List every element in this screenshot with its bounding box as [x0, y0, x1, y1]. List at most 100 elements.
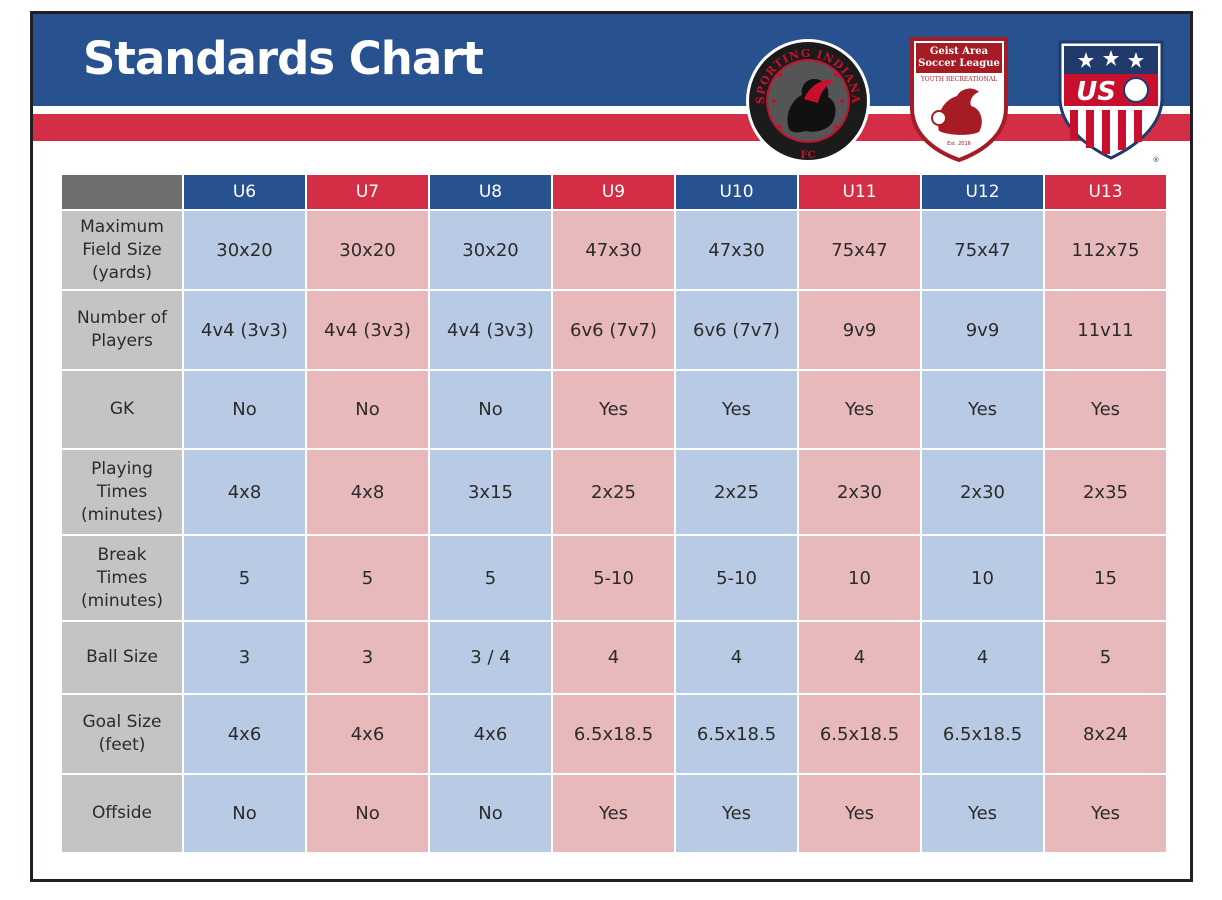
table-cell: 3 — [184, 622, 305, 693]
column-header: U10 — [676, 175, 797, 209]
table-cell: No — [430, 775, 551, 852]
table-cell: 4x6 — [307, 695, 428, 773]
standards-table: U6 U7 U8 U9 U10 U11 U12 U13 Maximum Field… — [60, 173, 1168, 854]
table-row: Goal Size (feet) 4x6 4x6 4x6 6.5x18.5 6.5x18.5… — [62, 695, 1166, 773]
row-label-line: Players — [91, 331, 153, 351]
row-label: GK — [62, 371, 182, 448]
table-cell: Yes — [1045, 775, 1166, 852]
svg-text:®: ® — [1153, 156, 1160, 164]
row-label-line: Playing — [91, 458, 153, 479]
svg-text:US: US — [1076, 77, 1116, 107]
table-cell: No — [184, 775, 305, 852]
table-cell: Yes — [676, 371, 797, 448]
table-cell: 4 — [676, 622, 797, 693]
table-cell: 6.5x18.5 — [922, 695, 1043, 773]
table-cell: 4 — [553, 622, 674, 693]
table-cell: Yes — [799, 775, 920, 852]
svg-text:Est. 2016: Est. 2016 — [947, 141, 971, 147]
table-cell: 4 — [799, 622, 920, 693]
table-cell: No — [430, 371, 551, 448]
svg-text:YOUTH RECREATIONAL: YOUTH RECREATIONAL — [920, 76, 997, 83]
table-cell: 4 — [922, 622, 1043, 693]
table-cell: No — [307, 371, 428, 448]
row-label-line: (feet) — [98, 735, 146, 755]
table-cell: 4v4 (3v3) — [184, 291, 305, 369]
table-cell: Yes — [676, 775, 797, 852]
table-row: Maximum Field Size (yards) 30x20 30x20 30x20 4… — [62, 211, 1166, 289]
row-label-line: Goal Size — [82, 712, 162, 732]
standards-chart-frame: Standards Chart SPORTING INDIANA FC Geis… — [30, 11, 1193, 882]
table-cell: 30x20 — [184, 211, 305, 289]
table-cell: 9v9 — [799, 291, 920, 369]
table-cell: 5 — [307, 536, 428, 620]
column-header: U9 — [553, 175, 674, 209]
row-label: Break Times (minutes) — [62, 536, 182, 620]
page-title: Standards Chart — [83, 32, 484, 85]
us-soccer-crest-logo: US ® — [1058, 40, 1164, 164]
header-corner-cell — [62, 175, 182, 209]
table-cell: 5 — [430, 536, 551, 620]
header-white-stripe — [33, 106, 1190, 114]
row-label-line: Times — [96, 481, 148, 502]
sporting-indiana-logo: SPORTING INDIANA FC — [746, 39, 870, 163]
table-cell: 5 — [184, 536, 305, 620]
table-cell: Yes — [1045, 371, 1166, 448]
table-cell: 5-10 — [676, 536, 797, 620]
table-cell: Yes — [922, 775, 1043, 852]
table-cell: 75x47 — [799, 211, 920, 289]
svg-text:Geist Area: Geist Area — [930, 46, 989, 57]
column-header: U12 — [922, 175, 1043, 209]
row-label: Maximum Field Size (yards) — [62, 211, 182, 289]
table-cell: 6.5x18.5 — [676, 695, 797, 773]
table-cell: Yes — [922, 371, 1043, 448]
table-cell: 3 — [307, 622, 428, 693]
table-cell: 75x47 — [922, 211, 1043, 289]
table-cell: 6.5x18.5 — [799, 695, 920, 773]
table-cell: 6v6 (7v7) — [676, 291, 797, 369]
row-label: Playing Times (minutes) — [62, 450, 182, 534]
row-label: Number of Players — [62, 291, 182, 369]
table-cell: 47x30 — [553, 211, 674, 289]
table-cell: 15 — [1045, 536, 1166, 620]
column-header: U6 — [184, 175, 305, 209]
column-header: U11 — [799, 175, 920, 209]
table-cell: 4v4 (3v3) — [430, 291, 551, 369]
table-row: Break Times (minutes) 5 5 5 5-10 5-10 10 10 15 — [62, 536, 1166, 620]
table-cell: 2x30 — [922, 450, 1043, 534]
table-cell: 3x15 — [430, 450, 551, 534]
table-cell: 2x35 — [1045, 450, 1166, 534]
table-cell: 5 — [1045, 622, 1166, 693]
table-cell: 10 — [922, 536, 1043, 620]
column-header: U7 — [307, 175, 428, 209]
table-row: Number of Players 4v4 (3v3) 4v4 (3v3) 4v4 (3… — [62, 291, 1166, 369]
table-cell: 6.5x18.5 — [553, 695, 674, 773]
row-label: Ball Size — [62, 622, 182, 693]
table-cell: Yes — [799, 371, 920, 448]
row-label-line: Break — [97, 544, 147, 565]
row-label: Goal Size (feet) — [62, 695, 182, 773]
table-cell: 4x6 — [430, 695, 551, 773]
table-body: Maximum Field Size (yards) 30x20 30x20 30x20 4… — [62, 211, 1166, 852]
table-cell: 10 — [799, 536, 920, 620]
table-cell: 9v9 — [922, 291, 1043, 369]
header-red-band — [33, 114, 1190, 141]
table-cell: 30x20 — [307, 211, 428, 289]
row-label-line: (minutes) — [80, 504, 164, 525]
table-cell: 47x30 — [676, 211, 797, 289]
row-label-line: Number of — [76, 308, 168, 328]
table-cell: No — [184, 371, 305, 448]
table-cell: No — [307, 775, 428, 852]
table-header-row: U6 U7 U8 U9 U10 U11 U12 U13 — [62, 175, 1166, 209]
table-cell: 6v6 (7v7) — [553, 291, 674, 369]
table-cell: 112x75 — [1045, 211, 1166, 289]
table-cell: Yes — [553, 371, 674, 448]
row-label-line: (yards) — [91, 262, 153, 283]
row-label-line: (minutes) — [80, 590, 164, 611]
table-cell: 5-10 — [553, 536, 674, 620]
row-label-line: Maximum — [80, 216, 164, 237]
table-cell: 4x8 — [184, 450, 305, 534]
table-cell: 8x24 — [1045, 695, 1166, 773]
row-label-line: Ball Size — [86, 647, 158, 667]
table-cell: Yes — [553, 775, 674, 852]
